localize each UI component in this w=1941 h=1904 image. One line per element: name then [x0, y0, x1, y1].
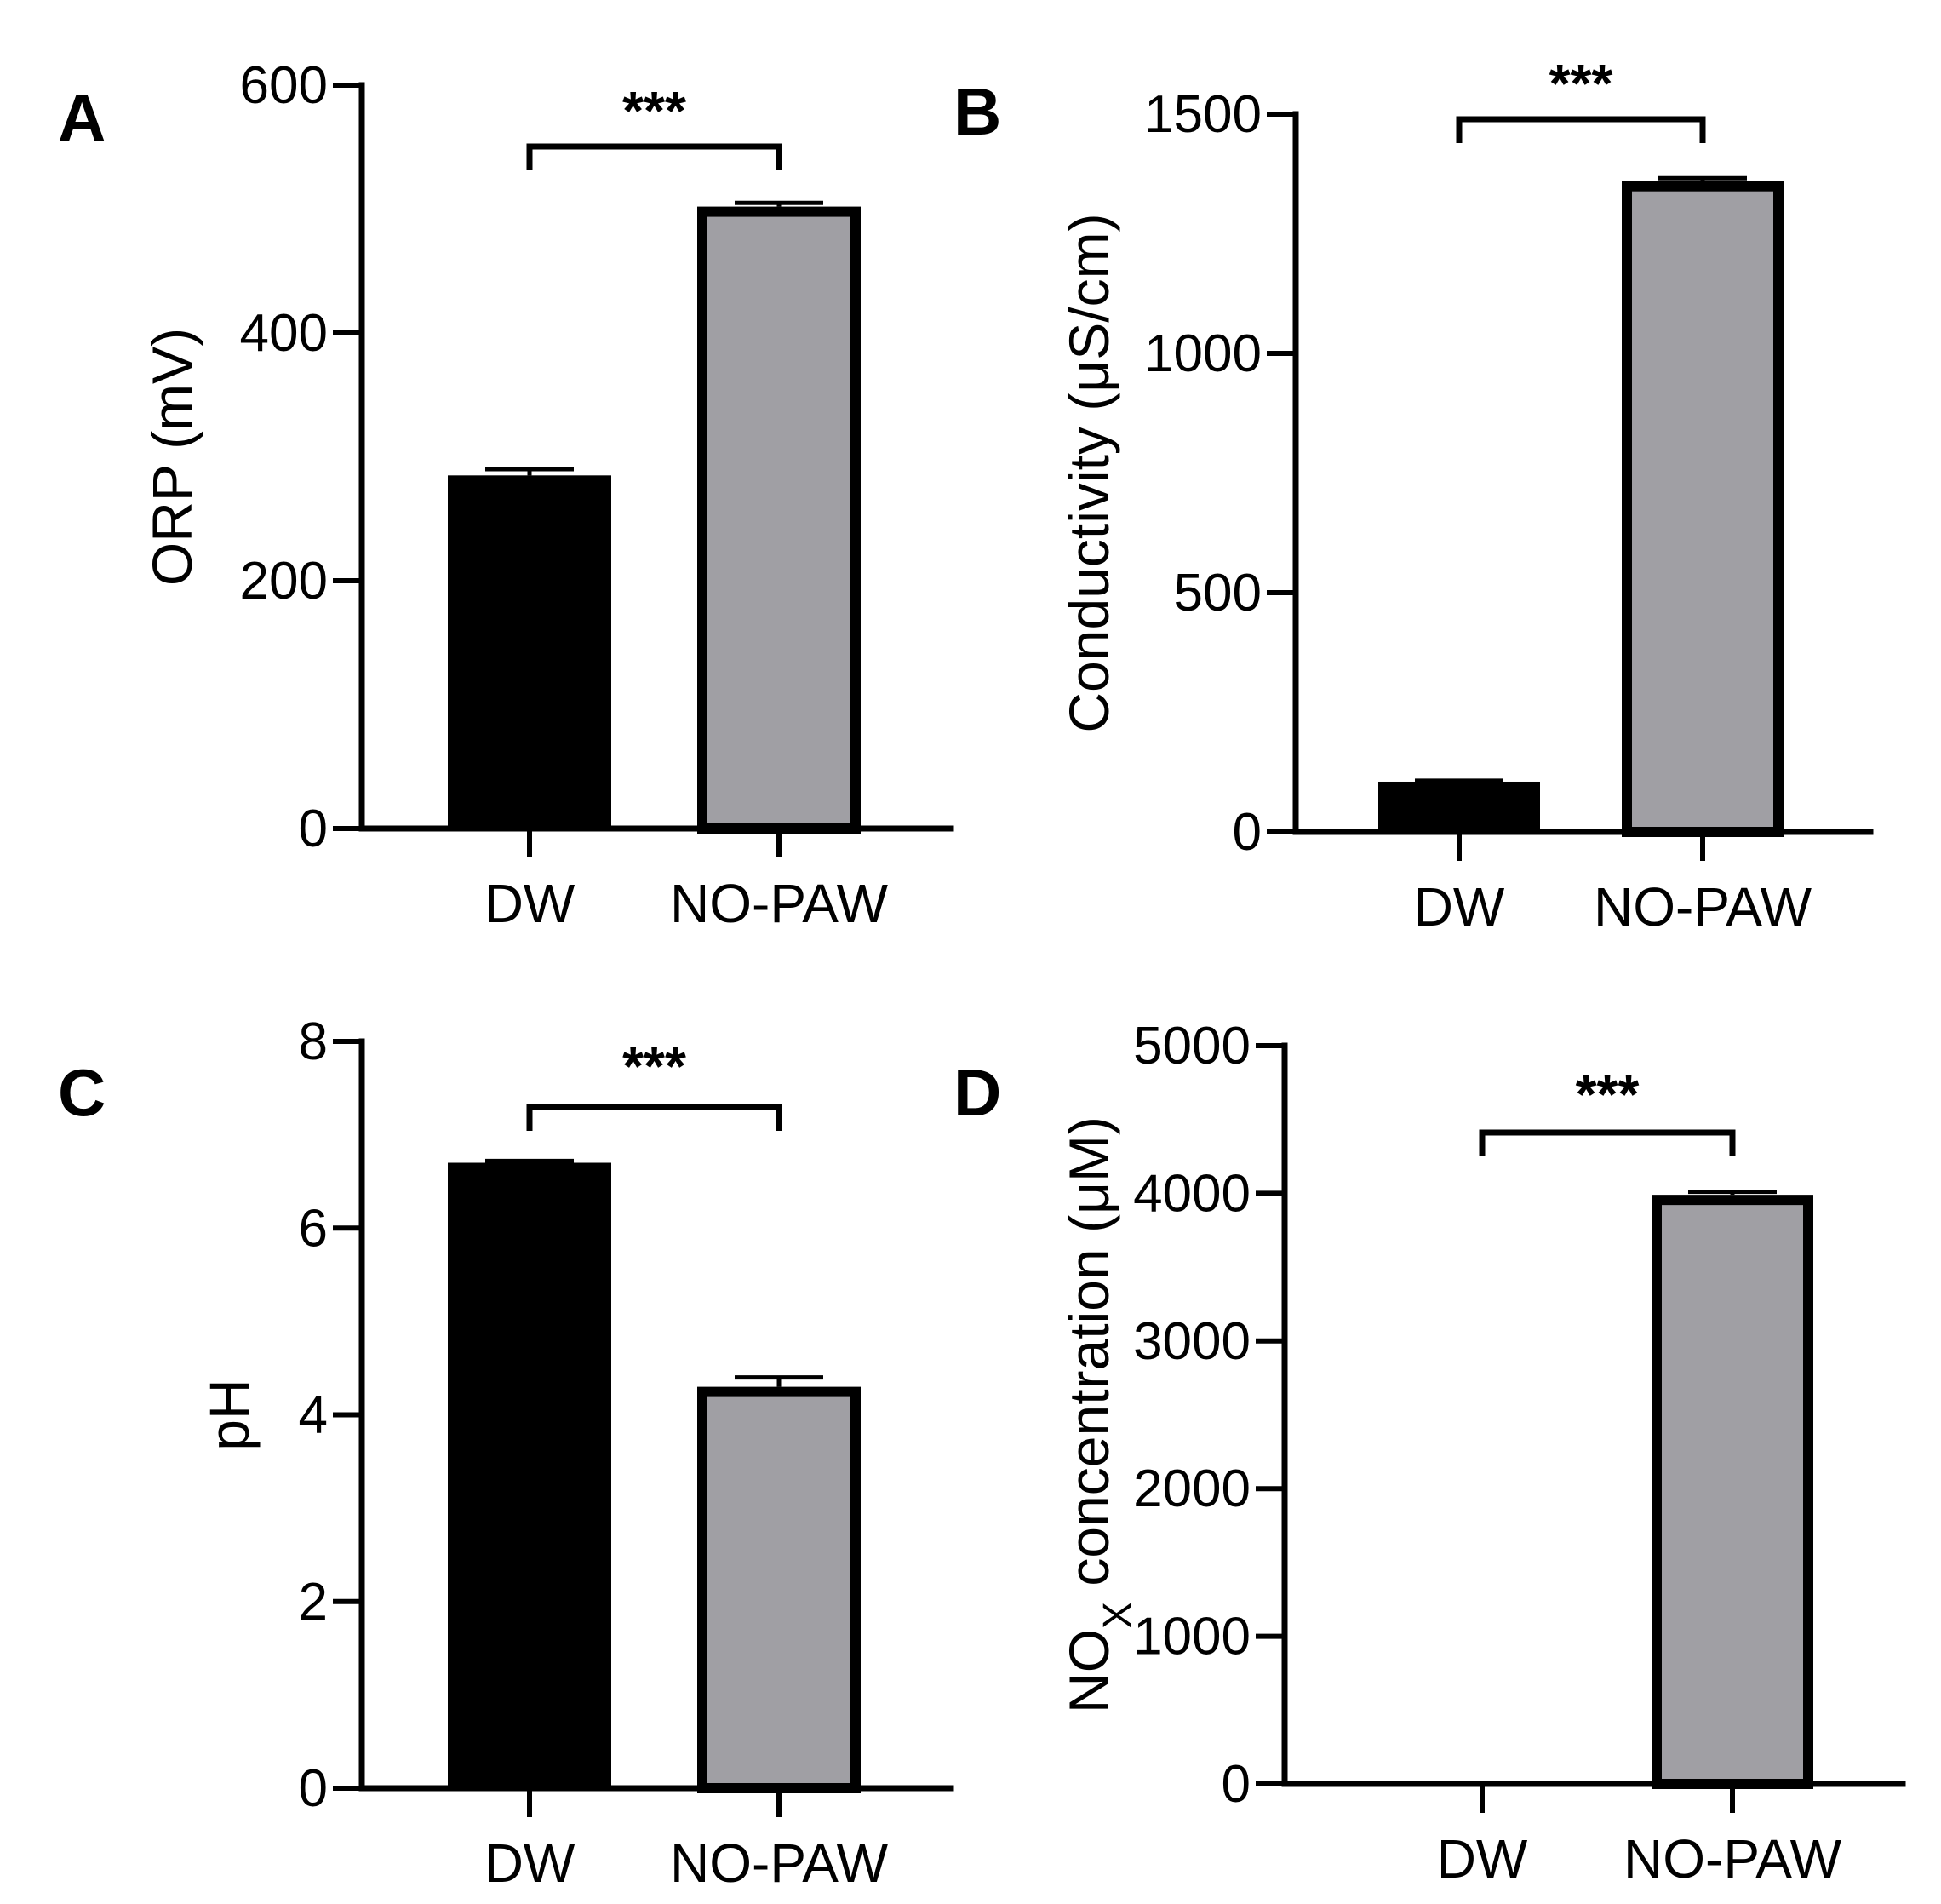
significance-label: *** [1549, 53, 1613, 114]
panel-letter: D [953, 1055, 1001, 1130]
significance-bracket [526, 143, 782, 170]
error-bar-no-paw [1658, 175, 1747, 181]
y-tick-label: 1500 [1144, 85, 1262, 144]
error-bar-dw [485, 467, 574, 476]
y-tick-label: 1000 [1133, 1608, 1251, 1666]
y-tick-label: 3000 [1133, 1312, 1251, 1371]
bar-no-paw [697, 206, 861, 834]
y-tick-label: 200 [240, 552, 328, 611]
y-tick-label: 4 [299, 1386, 328, 1445]
y-tick-label: 5000 [1133, 1017, 1251, 1075]
y-axis-title: ORP (mV) [140, 328, 203, 586]
x-tick-label-dw: DW [484, 873, 575, 934]
chart-panel-b: B DW NO-PAW 0 500 1000 1500 Conductivity (μS/cm… [953, 53, 1874, 938]
significance-bracket [1456, 116, 1706, 143]
bar-no-paw [1622, 181, 1784, 837]
y-tick-label: 4000 [1133, 1164, 1251, 1223]
y-tick-label: 500 [1174, 564, 1262, 622]
y-tick-label: 8 [299, 1012, 328, 1071]
y-tick-label: 2000 [1133, 1460, 1251, 1518]
x-tick-label-no-paw: NO-PAW [1594, 876, 1812, 938]
bar-no-paw [1652, 1195, 1813, 1790]
x-tick-label-dw: DW [1414, 876, 1505, 938]
x-tick-label-dw: DW [1437, 1828, 1528, 1890]
y-tick-label: 0 [299, 1759, 328, 1818]
axes [1292, 111, 1874, 835]
significance-label: *** [1576, 1064, 1640, 1125]
error-bar-no-paw [1688, 1190, 1777, 1196]
error-bar-dw [1415, 778, 1503, 783]
y-tick-label: 0 [299, 800, 328, 858]
panel-letter: C [58, 1055, 106, 1130]
significance-label: *** [622, 80, 686, 141]
x-tick-label-dw: DW [484, 1832, 575, 1894]
chart-panel-d: D DW NO-PAW 0 1000 2000 3000 4000 5000 NOX concen… [953, 1017, 1906, 1890]
error-bar-no-paw [735, 1375, 823, 1387]
y-tick-label: 2 [299, 1573, 328, 1632]
y-tick-label: 6 [299, 1199, 328, 1258]
x-tick-label-no-paw: NO-PAW [1623, 1828, 1842, 1890]
y-tick-label: 600 [240, 56, 328, 115]
panel-letter: A [58, 80, 106, 155]
significance-bracket [526, 1104, 782, 1131]
panel-letter: B [953, 74, 1001, 149]
y-axis-title: pH [198, 1379, 261, 1450]
y-tick-label: 0 [1233, 803, 1262, 862]
bar-dw [448, 1162, 611, 1788]
significance-label: *** [622, 1035, 686, 1097]
chart-panel-a: A DW NO-PAW 0 200 400 600 ORP (mV) *** [58, 56, 954, 934]
chart-panel-c: C DW NO-PAW 0 2 4 6 8 pH *** [58, 1012, 954, 1894]
bar-dw [1378, 781, 1540, 832]
error-bar-no-paw [735, 200, 823, 207]
significance-bracket [1479, 1129, 1736, 1156]
y-tick-label: 0 [1222, 1755, 1251, 1814]
y-tick-label: 400 [240, 304, 328, 363]
y-axis-title: Conductivity (μS/cm) [1057, 213, 1120, 732]
bar-no-paw [697, 1386, 861, 1794]
x-tick-label-no-paw: NO-PAW [670, 1832, 889, 1894]
error-bar-dw [485, 1158, 574, 1163]
bar-dw [448, 475, 611, 829]
y-tick-label: 1000 [1144, 324, 1262, 383]
y-axis-title: NOX concentration (μM) [1057, 1116, 1141, 1713]
x-tick-label-no-paw: NO-PAW [670, 873, 889, 934]
